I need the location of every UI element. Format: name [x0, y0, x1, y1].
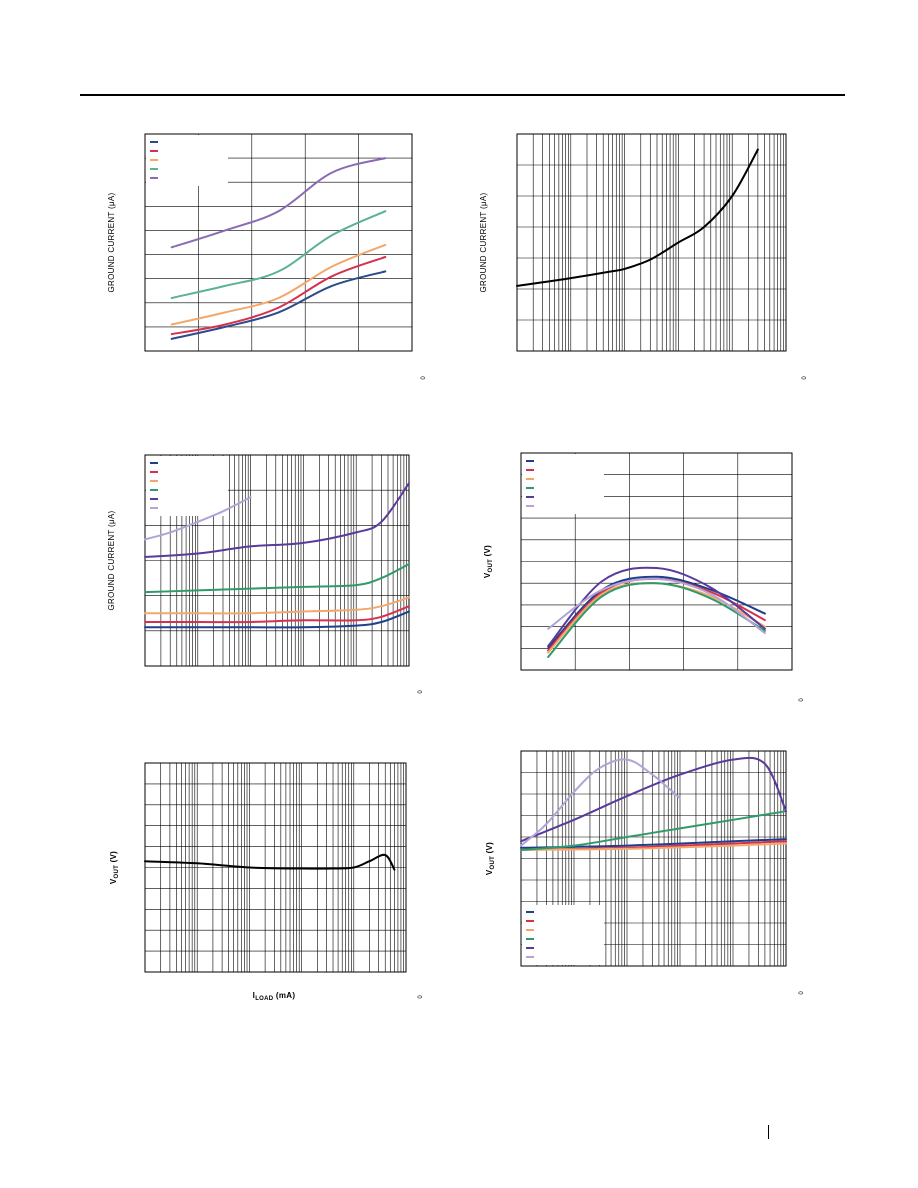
series-line: [520, 842, 787, 851]
series-line: [516, 148, 759, 287]
legend-box: [522, 905, 604, 965]
plot-grid: [145, 134, 412, 351]
series-line: [144, 496, 252, 541]
plot-frame: [520, 750, 787, 967]
series-line: [170, 256, 387, 336]
legend: [146, 135, 228, 186]
legend-box: [146, 135, 228, 186]
plot-frame: [520, 452, 793, 671]
y-axis-label: VOUT (V): [109, 851, 120, 884]
series-line: [170, 270, 387, 340]
plot-grid: [517, 134, 786, 351]
plot-frame: [144, 762, 407, 973]
plot-frame: [144, 133, 413, 352]
legend: [522, 905, 604, 965]
page-footer-mark: [768, 1125, 769, 1139]
legend: [522, 454, 604, 514]
figure-id: 0: [421, 376, 427, 380]
series-line: [547, 577, 766, 635]
series-line: [144, 596, 410, 615]
y-axis-label: VOUT (V): [485, 842, 496, 875]
plot-frame: [144, 454, 410, 667]
series-line: [520, 810, 787, 851]
y-axis-label: GROUND CURRENT (μA): [107, 511, 116, 611]
series-line: [144, 610, 410, 629]
plot-frame: [516, 133, 787, 352]
series-line: [170, 243, 387, 326]
series-line: [170, 157, 387, 249]
series-line: [144, 605, 410, 624]
series-line: [144, 853, 396, 871]
figure-id: 0: [802, 376, 808, 380]
series-line: [170, 210, 387, 299]
figure-id: 0: [799, 698, 805, 702]
series-line: [520, 756, 787, 843]
series-line: [520, 758, 681, 847]
legend-box: [146, 456, 228, 516]
figure-id: 0: [418, 995, 424, 999]
y-axis-label: GROUND CURRENT (μA): [479, 193, 488, 293]
plot-grid: [521, 751, 786, 966]
figure-id: 0: [799, 991, 805, 995]
series-line: [547, 582, 766, 658]
page-header-rule: [80, 94, 845, 96]
series-line: [547, 575, 766, 650]
legend-box: [522, 454, 604, 514]
x-axis-label: ILOAD (mA): [253, 991, 296, 1002]
y-axis-label: VOUT (V): [483, 545, 494, 578]
figure-id: 0: [418, 690, 424, 694]
series-line: [144, 482, 410, 558]
legend: [146, 456, 228, 516]
y-axis-label: GROUND CURRENT (μA): [107, 193, 116, 293]
series-line: [144, 563, 410, 594]
